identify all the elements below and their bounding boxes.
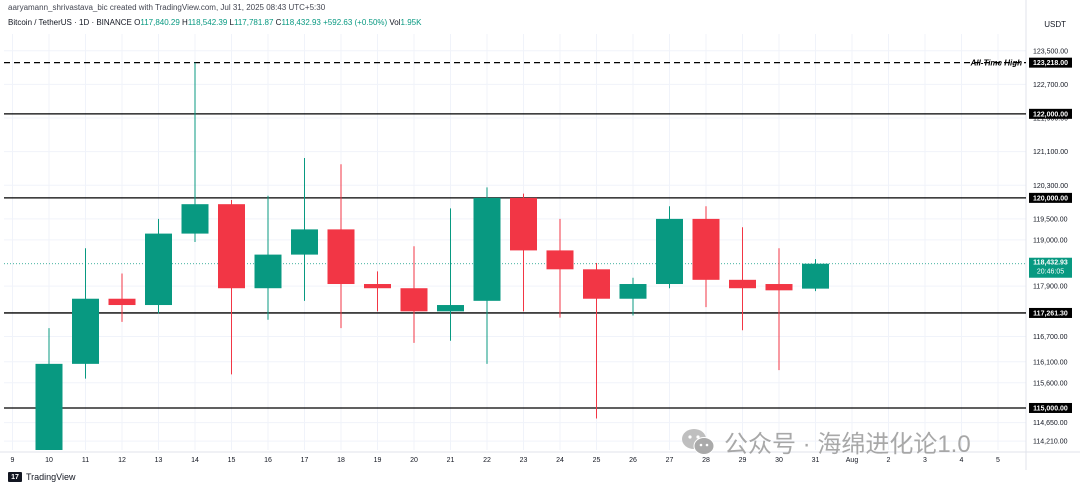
x-tick-label: 12 bbox=[118, 457, 126, 464]
candle-body bbox=[35, 363, 63, 450]
candle-body bbox=[364, 284, 391, 289]
candle-body bbox=[291, 229, 318, 255]
y-tick-label: 120,300.00 bbox=[1033, 183, 1068, 190]
y-tick-label: 122,700.00 bbox=[1033, 82, 1068, 89]
last-price-tag bbox=[1029, 257, 1072, 278]
level-price-label: 115,000.00 bbox=[1033, 405, 1068, 412]
level-price-label: 122,000.00 bbox=[1033, 111, 1068, 118]
candle-body bbox=[765, 284, 793, 291]
candle-body bbox=[802, 263, 829, 289]
open-label: O bbox=[134, 18, 141, 27]
level-price-label: 117,261.30 bbox=[1033, 310, 1068, 317]
x-tick-label: 22 bbox=[483, 457, 491, 464]
candle-body bbox=[437, 305, 464, 312]
x-tick-label: 31 bbox=[812, 457, 820, 464]
y-tick-label: 116,100.00 bbox=[1033, 359, 1068, 366]
x-tick-label: Aug bbox=[846, 457, 859, 464]
x-tick-label: 26 bbox=[629, 457, 637, 464]
footer: 17 TradingView bbox=[8, 472, 76, 482]
x-tick-label: 23 bbox=[520, 457, 528, 464]
last-price-label: 118,432.93 bbox=[1033, 260, 1068, 267]
candle-body bbox=[510, 197, 537, 251]
y-tick-label: 114,210.00 bbox=[1033, 439, 1068, 446]
y-tick-label: 114,650.00 bbox=[1033, 420, 1068, 427]
level-price-tag bbox=[1029, 108, 1072, 119]
candle-body bbox=[400, 288, 428, 312]
x-tick-label: 27 bbox=[666, 457, 674, 464]
brand-name[interactable]: TradingView bbox=[26, 472, 76, 482]
symbol-info[interactable]: Bitcoin / TetherUS · 1D · BINANCE bbox=[8, 18, 132, 27]
y-tick-label: 121,900.00 bbox=[1033, 116, 1068, 123]
y-tick-label: 116,700.00 bbox=[1033, 334, 1068, 341]
candle-body bbox=[108, 298, 136, 306]
candle-body bbox=[181, 204, 209, 234]
candle-body bbox=[145, 233, 172, 306]
candle-body bbox=[218, 204, 245, 289]
level-annotation: All-Time High bbox=[970, 59, 1023, 68]
x-tick-label: 15 bbox=[228, 457, 236, 464]
vol-label: Vol bbox=[389, 18, 401, 27]
candle-body bbox=[729, 279, 756, 289]
x-tick-label: 28 bbox=[702, 457, 710, 464]
x-tick-label: 13 bbox=[155, 457, 163, 464]
y-tick-label: 117,900.00 bbox=[1033, 284, 1068, 291]
level-price-tag bbox=[1029, 307, 1072, 318]
candle-countdown: 20:46:05 bbox=[1037, 269, 1064, 276]
candle-body bbox=[583, 269, 610, 299]
x-tick-label: 4 bbox=[960, 457, 964, 464]
y-tick-label: 119,000.00 bbox=[1033, 237, 1068, 244]
candle-body bbox=[619, 284, 647, 299]
level-price-tag bbox=[1029, 402, 1072, 413]
x-tick-label: 9 bbox=[11, 457, 15, 464]
x-tick-label: 25 bbox=[593, 457, 601, 464]
level-price-tag bbox=[1029, 192, 1072, 203]
candle-body bbox=[692, 218, 720, 280]
close-value: 118,432.93 bbox=[281, 18, 321, 27]
x-tick-label: 17 bbox=[301, 457, 309, 464]
low-label: L bbox=[229, 18, 234, 27]
x-tick-label: 10 bbox=[45, 457, 53, 464]
x-tick-label: 11 bbox=[82, 457, 89, 464]
watermark: 公众号 · 海绵进化论1.0 bbox=[680, 424, 971, 459]
high-label: H bbox=[182, 18, 188, 27]
ohlc-legend: Bitcoin / TetherUS · 1D · BINANCE O117,8… bbox=[8, 18, 421, 27]
x-tick-label: 14 bbox=[191, 457, 199, 464]
x-tick-label: 29 bbox=[739, 457, 747, 464]
candle-body bbox=[327, 229, 355, 285]
y-tick-label: 123,500.00 bbox=[1033, 48, 1068, 55]
x-tick-label: 5 bbox=[996, 457, 1000, 464]
x-tick-label: 16 bbox=[264, 457, 272, 464]
high-value: 118,542.39 bbox=[187, 18, 228, 27]
y-tick-label: 121,100.00 bbox=[1033, 149, 1068, 156]
x-tick-label: 24 bbox=[556, 457, 564, 464]
x-tick-label: 19 bbox=[374, 457, 382, 464]
y-tick-label: 115,600.00 bbox=[1033, 380, 1068, 387]
watermark-text: 公众号 · 海绵进化论1.0 bbox=[724, 431, 971, 458]
candle-body bbox=[656, 218, 683, 285]
x-tick-label: 3 bbox=[923, 457, 927, 464]
candle-body bbox=[473, 197, 501, 301]
change-value: +592.63 (+0.50%) bbox=[323, 18, 388, 27]
vol-value: 1.95K bbox=[400, 18, 422, 27]
level-price-tag bbox=[1029, 57, 1072, 68]
tradingview-logo-icon[interactable]: 17 bbox=[8, 472, 22, 482]
open-value: 117,840.29 bbox=[140, 18, 180, 27]
chart-attribution: aaryamann_shrivastava_bic created with T… bbox=[8, 3, 326, 12]
x-tick-label: 30 bbox=[775, 457, 783, 464]
candle-body bbox=[546, 250, 574, 270]
y-tick-label: 119,500.00 bbox=[1033, 216, 1068, 223]
close-label: C bbox=[275, 18, 282, 27]
candle-body bbox=[254, 254, 282, 289]
currency-label[interactable]: USDT bbox=[1044, 20, 1066, 29]
x-tick-label: 20 bbox=[410, 457, 418, 464]
level-price-label: 120,000.00 bbox=[1033, 195, 1068, 202]
x-tick-label: 21 bbox=[447, 457, 455, 464]
wechat-icon bbox=[682, 428, 715, 455]
candle-body bbox=[72, 298, 99, 364]
low-value: 117,781.87 bbox=[233, 18, 274, 27]
x-tick-label: 2 bbox=[887, 457, 891, 464]
level-price-label: 123,218.00 bbox=[1033, 60, 1068, 67]
x-tick-label: 18 bbox=[337, 457, 345, 464]
